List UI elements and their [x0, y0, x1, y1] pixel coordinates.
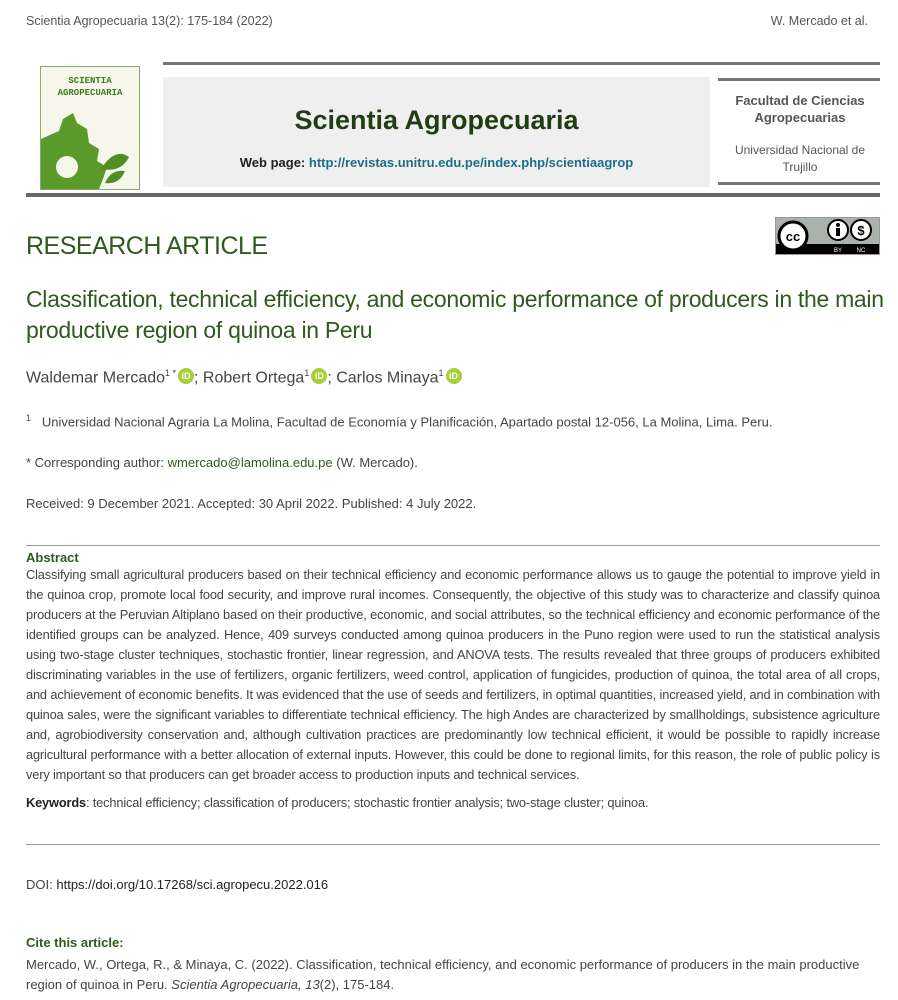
- running-header-authors: W. Mercado et al.: [770, 14, 868, 28]
- citation-text: Mercado, W., Ortega, R., & Minaya, C. (2…: [26, 955, 876, 995]
- author-list: Waldemar Mercado1 * iD; Robert Ortega1 iD;…: [26, 368, 462, 387]
- orcid-icon[interactable]: iD: [311, 368, 328, 385]
- svg-text:cc: cc: [786, 229, 800, 244]
- header-top-rule: [163, 62, 880, 65]
- svg-text:$: $: [857, 223, 865, 238]
- faculty-top-rule: [718, 78, 880, 81]
- affiliation: 1 Universidad Nacional Agraria La Molina…: [26, 413, 772, 429]
- abstract-section: Abstract Classifying small agricultural …: [26, 545, 880, 845]
- corresponding-email-link[interactable]: wmercado@lamolina.edu.pe: [167, 455, 333, 470]
- journal-banner: [163, 77, 710, 187]
- gear-leaf-icon: [41, 113, 129, 189]
- badge-nc: NC: [857, 248, 866, 254]
- badge-by: BY: [834, 248, 842, 254]
- affiliation-number: 1: [26, 413, 32, 423]
- doi-link[interactable]: https://doi.org/10.17268/sci.agropecu.20…: [56, 877, 329, 892]
- citation-prefix: Mercado, W., Ortega, R., & Minaya, C. (2…: [26, 957, 860, 992]
- doi: DOI: https://doi.org/10.17268/sci.agrope…: [26, 877, 328, 892]
- author-name: Waldemar Mercado: [26, 369, 166, 387]
- university-name: Universidad Nacional de Trujillo: [734, 143, 866, 174]
- cite-heading: Cite this article:: [26, 935, 124, 950]
- doi-label: DOI:: [26, 877, 53, 892]
- faculty-bottom-rule: [718, 182, 880, 185]
- citation-issue: (2), 175-184.: [319, 977, 395, 992]
- article-title: Classification, technical efficiency, an…: [26, 286, 884, 343]
- running-header-citation: Scientia Agropecuaria 13(2): 175-184 (20…: [26, 14, 273, 28]
- logo-text-2: AGROPECUARIA: [57, 88, 123, 98]
- journal-title: Scientia Agropecuaria: [294, 105, 579, 135]
- logo-text-1: SCIENTIA: [68, 76, 112, 86]
- abstract-heading: Abstract: [26, 550, 79, 565]
- author-name: Robert Ortega: [202, 369, 305, 387]
- corresponding-label: * Corresponding author:: [26, 455, 165, 470]
- article-dates: Received: 9 December 2021. Accepted: 30 …: [26, 496, 477, 511]
- web-label: Web page:: [239, 155, 306, 170]
- journal-web-link[interactable]: http://revistas.unitru.edu.pe/index.php/…: [308, 155, 634, 170]
- keywords-label: Keywords: [26, 795, 86, 810]
- corresponding-name: (W. Mercado).: [336, 455, 418, 470]
- orcid-icon[interactable]: iD: [445, 368, 462, 385]
- orcid-icon[interactable]: iD: [178, 368, 195, 385]
- faculty-name: Facultad de Ciencias Agropecuarias: [735, 93, 865, 125]
- journal-logo: SCIENTIA AGROPECUARIA: [40, 66, 140, 190]
- abstract-text: Classifying small agricultural producers…: [26, 567, 880, 782]
- journal-web: Web page: http://revistas.unitru.edu.pe/…: [163, 155, 710, 170]
- author-sup: 1 *: [165, 368, 177, 378]
- keywords-text: : technical efficiency; classification o…: [85, 795, 649, 810]
- keywords: Keywords: technical efficiency; classifi…: [26, 793, 880, 813]
- author-name: Carlos Minaya: [336, 369, 439, 387]
- affiliation-text: Universidad Nacional Agraria La Molina, …: [41, 414, 773, 430]
- author-sup: 1: [304, 368, 310, 378]
- cc-by-nc-icon: cc $ BY NC: [776, 218, 879, 254]
- header-bottom-rule: [26, 193, 880, 197]
- article-type: RESEARCH ARTICLE: [26, 232, 268, 260]
- author-sup: 1: [438, 368, 444, 378]
- cc-license-badge[interactable]: cc $ BY NC: [775, 217, 880, 255]
- corresponding-author: * Corresponding author: wmercado@lamolin…: [26, 455, 418, 470]
- citation-journal: Scientia Agropecuaria, 13: [171, 977, 320, 992]
